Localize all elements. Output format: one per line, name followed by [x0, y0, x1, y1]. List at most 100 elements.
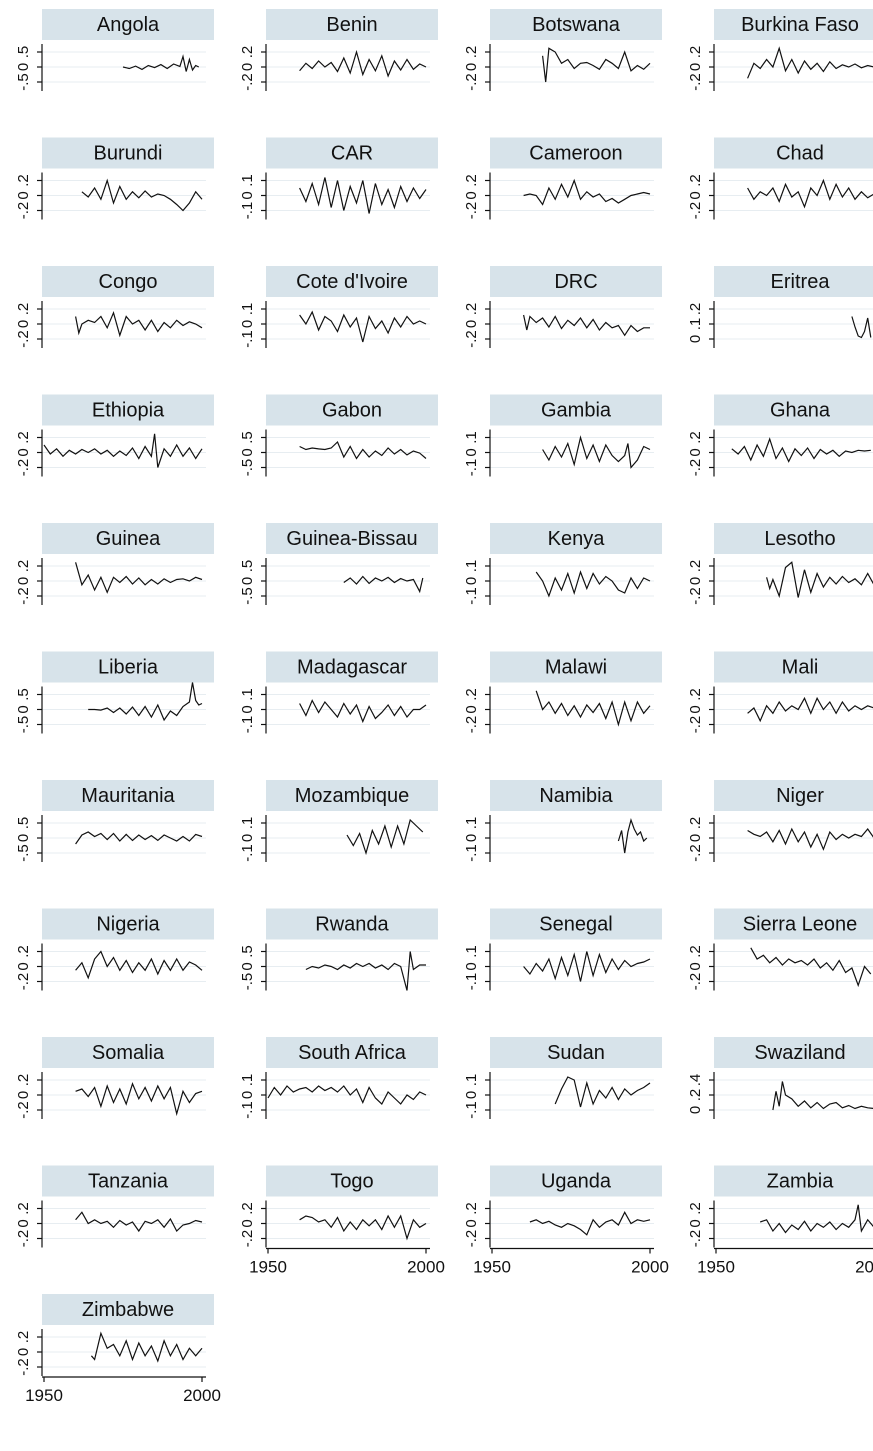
- y-tick-label: 0: [15, 1219, 32, 1227]
- y-tick-label: .5: [15, 688, 32, 701]
- y-tick-label: -.5: [239, 973, 256, 991]
- y-tick-label: -.5: [239, 587, 256, 605]
- y-tick-label: 0: [463, 577, 480, 585]
- panel-title: Mauritania: [81, 785, 175, 807]
- y-tick-label: -.2: [15, 202, 32, 220]
- y-tick-label: -.2: [15, 1101, 32, 1119]
- panel-title: Senegal: [539, 914, 612, 936]
- panel-sudan: Sudan -.1 0 .1: [463, 1037, 662, 1119]
- y-tick-label: 0: [463, 962, 480, 970]
- y-tick-label: .2: [687, 688, 704, 701]
- panel-title: Angola: [97, 14, 160, 36]
- panel-madagascar: Madagascar -.1 0 .1: [239, 651, 438, 734]
- series-line-cote-d-ivoire: [299, 310, 427, 343]
- y-tick-label: 0: [239, 577, 256, 585]
- x-tick-label: 1950: [249, 1258, 287, 1277]
- panel-title: Madagascar: [297, 657, 407, 679]
- panel-mozambique: Mozambique -.1 0 .1: [239, 780, 438, 862]
- panel-title: Gambia: [541, 400, 612, 422]
- panel-angola: Angola -.5 0 .5: [15, 9, 214, 91]
- panel-title-bar: [42, 266, 214, 297]
- series-line-sudan: [554, 1076, 651, 1108]
- panel-title: Lesotho: [764, 528, 835, 550]
- panel-burundi: Burundi -.2 0 .2: [15, 137, 214, 220]
- panel-title-bar: [490, 9, 662, 40]
- y-tick-label: 0: [687, 1219, 704, 1227]
- y-tick-label: 0: [463, 1219, 480, 1227]
- panel-title: Swaziland: [754, 1042, 845, 1064]
- y-tick-label: -.1: [463, 844, 480, 862]
- y-tick-label: -.2: [15, 459, 32, 477]
- panel-title: Burundi: [94, 143, 163, 165]
- series-line-congo: [75, 310, 203, 338]
- y-tick-label: -.5: [15, 716, 32, 734]
- y-tick-label: 0: [463, 63, 480, 71]
- series-line-liberia: [88, 682, 203, 722]
- series-line-somalia: [75, 1082, 203, 1117]
- panel-car: CAR -.1 0 .1: [239, 137, 438, 220]
- panel-title-bar: [714, 908, 873, 940]
- y-tick-label: .1: [463, 560, 480, 573]
- panel-title-bar: [490, 137, 662, 169]
- series-line-mali: [747, 696, 873, 723]
- y-tick-label: -.2: [463, 716, 480, 734]
- y-tick-label: .1: [463, 817, 480, 830]
- panel-title-bar: [490, 394, 662, 426]
- y-tick-label: 0: [15, 834, 32, 842]
- y-tick-label: -.2: [239, 73, 256, 91]
- series-line-tanzania: [75, 1211, 203, 1233]
- y-tick-label: 0: [15, 962, 32, 970]
- series-line-cameroon: [523, 178, 651, 206]
- panel-title-bar: [42, 780, 214, 811]
- panel-title-bar: [266, 1037, 438, 1068]
- panel-lesotho: Lesotho -.2 0 .2: [687, 523, 873, 605]
- y-tick-label: 0: [463, 834, 480, 842]
- panel-title: CAR: [331, 143, 373, 165]
- panel-south-africa: South Africa -.1 0 .1: [239, 1037, 438, 1119]
- y-tick-label: 0: [687, 191, 704, 199]
- y-tick-label: .5: [239, 945, 256, 958]
- panel-namibia: Namibia -.1 0 .1: [463, 780, 662, 862]
- panel-title: Cameroon: [529, 143, 622, 165]
- y-tick-label: .1: [239, 817, 256, 830]
- panel-liberia: Liberia -.5 0 .5: [15, 651, 214, 734]
- y-tick-label: .1: [239, 1074, 256, 1087]
- y-tick-label: .2: [15, 1074, 32, 1087]
- panel-title-bar: [490, 908, 662, 940]
- panel-title: Mozambique: [295, 785, 410, 807]
- y-tick-label: -.2: [463, 202, 480, 220]
- panel-title-bar: [714, 137, 873, 169]
- series-line-gambia: [542, 435, 651, 469]
- panel-title: Guinea: [96, 528, 161, 550]
- y-tick-label: 0: [687, 1106, 704, 1114]
- panel-tanzania: Tanzania -.2 0 .2: [15, 1165, 214, 1248]
- y-tick-label: .2: [15, 174, 32, 187]
- series-line-rwanda: [305, 951, 426, 991]
- series-line-madagascar: [299, 699, 427, 724]
- panel-title-bar: [714, 1165, 873, 1197]
- panel-guinea-bissau: Guinea-Bissau -.5 0 .5: [239, 523, 438, 605]
- series-line-nigeria: [75, 950, 203, 980]
- panel-title: South Africa: [298, 1042, 407, 1064]
- series-line-sierra-leone: [750, 947, 872, 988]
- panel-title-bar: [714, 266, 873, 297]
- y-tick-label: 0: [15, 1091, 32, 1099]
- panel-title-bar: [490, 780, 662, 811]
- panel-title: Cote d'Ivoire: [296, 271, 408, 293]
- y-tick-label: -.2: [687, 587, 704, 605]
- y-tick-label: -.1: [239, 202, 256, 220]
- panel-title-bar: [42, 651, 214, 683]
- panel-title: Togo: [330, 1171, 373, 1193]
- y-tick-label: .2: [687, 1089, 704, 1102]
- series-line-niger: [747, 827, 873, 851]
- series-line-zambia: [760, 1204, 873, 1234]
- panel-title-bar: [42, 1037, 214, 1068]
- y-tick-label: 0: [687, 834, 704, 842]
- panel-title-bar: [714, 394, 873, 426]
- y-tick-label: .5: [15, 817, 32, 830]
- panel-title-bar: [714, 1037, 873, 1068]
- y-tick-label: -.1: [463, 1101, 480, 1119]
- y-tick-label: -.1: [463, 459, 480, 477]
- panel-title: Rwanda: [315, 914, 389, 936]
